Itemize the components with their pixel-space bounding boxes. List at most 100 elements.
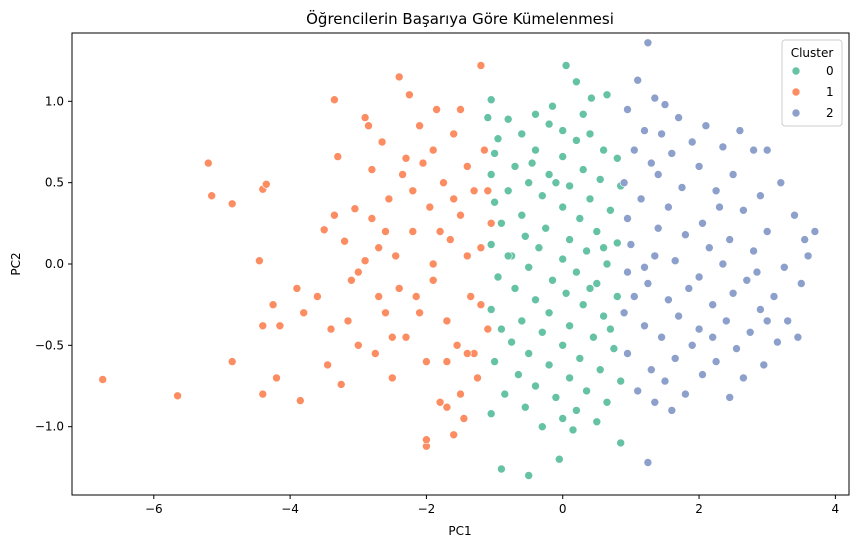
scatter-point-cluster-0 [507,337,516,347]
x-tick-label: 2 [695,502,703,516]
scatter-point-cluster-2 [739,206,748,215]
scatter-point-cluster-0 [534,243,544,252]
scatter-point-cluster-0 [510,162,520,171]
scatter-point-cluster-0 [565,321,574,331]
scatter-point-cluster-0 [524,349,534,358]
scatter-point-cluster-1 [319,225,329,235]
scatter-point-cluster-2 [623,349,632,358]
scatter-point-cluster-2 [708,332,718,342]
scatter-point-cluster-2 [640,321,649,331]
scatter-point-cluster-0 [503,186,513,196]
scatter-point-cluster-1 [428,145,438,155]
scatter-point-cluster-2 [623,105,632,114]
scatter-point-cluster-1 [261,180,271,189]
scatter-point-cluster-2 [698,370,707,379]
scatter-point-cluster-1 [415,121,424,130]
scatter-point-cluster-0 [531,381,540,391]
scatter-point-cluster-1 [422,435,431,445]
scatter-point-cluster-1 [353,267,363,277]
scatter-point-cluster-2 [694,162,704,171]
scatter-point-cluster-2 [623,214,632,223]
scatter-point-cluster-2 [793,332,803,342]
scatter-point-cluster-2 [715,202,724,212]
scatter-point-cluster-2 [643,458,653,467]
scatter-point-cluster-0 [606,324,615,334]
scatter-point-cluster-1 [466,292,476,301]
scatter-point-cluster-1 [313,292,322,301]
x-tick-label: −4 [281,502,299,516]
legend-title: Cluster [791,46,834,60]
scatter-point-cluster-2 [650,397,660,407]
scatter-point-cluster-0 [572,136,581,145]
scatter-point-cluster-1 [435,397,445,407]
scatter-point-cluster-1 [469,186,479,196]
scatter-point-cluster-1 [442,402,452,412]
scatter-point-cluster-1 [347,275,356,285]
scatter-point-cluster-1 [422,357,431,366]
scatter-point-cluster-0 [616,438,626,448]
scatter-point-cluster-1 [425,202,435,212]
scatter-point-cluster-0 [612,292,622,301]
scatter-point-cluster-1 [367,165,377,174]
scatter-point-cluster-2 [756,191,765,200]
scatter-point-cluster-1 [439,178,448,187]
scatter-point-cluster-2 [762,227,772,236]
scatter-point-cluster-2 [681,230,690,239]
scatter-point-cluster-0 [524,262,534,272]
scatter-point-cluster-2 [718,142,728,152]
scatter-point-cluster-1 [476,243,486,252]
scatter-point-cluster-0 [578,165,588,174]
scatter-point-cluster-2 [674,113,683,122]
scatter-point-cluster-2 [619,308,629,318]
scatter-point-cluster-0 [575,214,585,223]
scatter-point-cluster-2 [657,332,666,342]
scatter-point-cluster-2 [643,38,653,48]
scatter-point-cluster-0 [548,101,557,111]
scatter-point-cluster-2 [756,305,765,314]
y-axis: −1.0 −0.5 0.0 0.5 1.0 [35,94,72,434]
scatter-point-cluster-2 [646,365,656,375]
scatter-point-cluster-2 [783,316,793,326]
scatter-point-cluster-1 [486,219,496,228]
scatter-point-cluster-2 [660,100,670,109]
scatter-point-cluster-0 [585,284,595,293]
scatter-point-cluster-0 [568,425,578,435]
scatter-point-cluster-2 [667,149,677,158]
scatter-point-cluster-2 [742,275,752,285]
scatter-point-cluster-1 [394,284,404,293]
scatter-point-cluster-0 [616,376,626,386]
scatter-point-cluster-0 [612,154,622,163]
scatter-point-cluster-1 [449,194,459,204]
scatter-point-cluster-2 [653,170,663,179]
scatter-point-cluster-2 [626,240,636,249]
scatter-point-cluster-0 [558,152,568,161]
scatter-point-cluster-0 [609,344,619,353]
scatter-point-cluster-2 [776,178,786,187]
scatter-point-cluster-1 [398,170,407,179]
scatter-point-cluster-0 [592,279,602,288]
scatter-point-cluster-0 [548,275,557,285]
x-axis-label: PC1 [448,524,471,538]
scatter-point-cluster-1 [326,324,336,334]
scatter-point-cluster-1 [418,158,428,168]
scatter-point-cluster-0 [486,240,496,249]
scatter-point-cluster-0 [493,134,503,143]
scatter-point-cluster-2 [674,311,683,321]
scatter-point-cluster-2 [650,251,660,261]
scatter-point-cluster-2 [640,262,649,272]
scatter-point-cluster-2 [708,300,718,310]
scatter-point-cluster-1 [456,105,465,114]
scatter-point-cluster-0 [565,373,574,383]
scatter-point-cluster-0 [503,251,513,261]
scatter-point-cluster-1 [330,210,339,220]
scatter-point-cluster-1 [258,321,268,331]
scatter-point-cluster-1 [360,256,370,266]
scatter-point-cluster-1 [207,191,216,200]
scatter-point-cluster-1 [462,349,472,358]
scatter-point-cluster-0 [486,305,496,314]
scatter-point-cluster-0 [537,327,547,337]
scatter-point-cluster-1 [292,284,302,293]
scatter-point-cluster-1 [473,373,482,383]
